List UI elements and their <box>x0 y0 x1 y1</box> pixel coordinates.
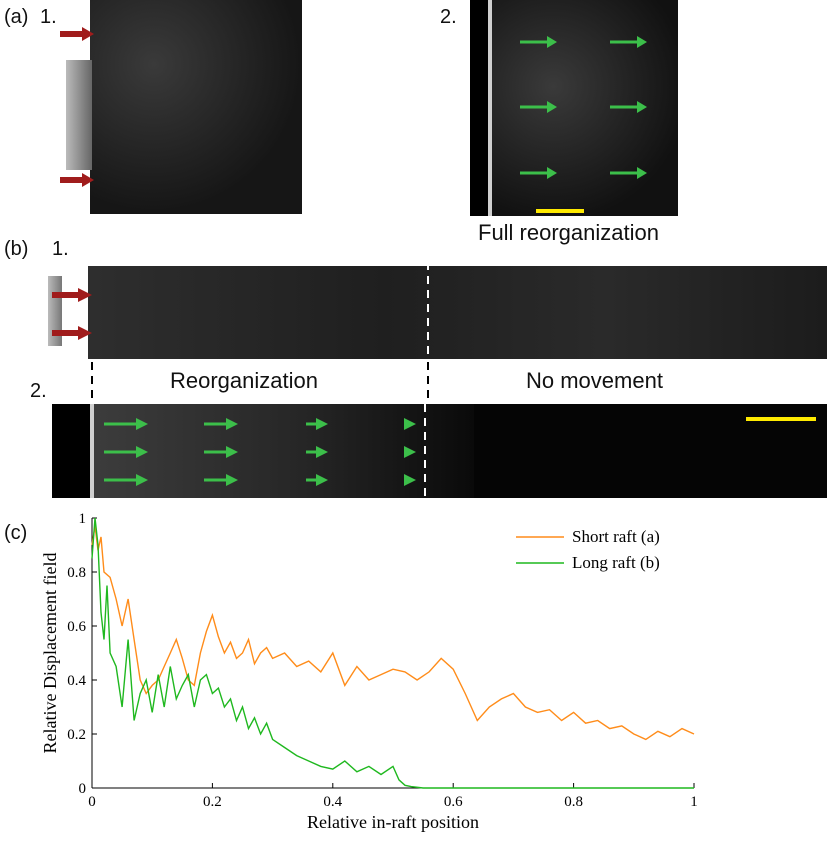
series-line-short-raft <box>91 525 695 741</box>
x-tick-label: 0.4 <box>323 794 342 810</box>
push-arrow-b1-top <box>52 288 92 302</box>
flow-arrows-b2 <box>104 418 416 486</box>
full-reorganization-caption: Full reorganization <box>478 220 659 245</box>
x-tick-label: 0.6 <box>444 794 463 810</box>
x-tick-label: 0.8 <box>564 794 583 810</box>
x-tick-label: 0.2 <box>203 794 222 810</box>
panel-b-label: (b) <box>4 238 29 260</box>
push-arrow-a1-bottom <box>60 173 94 187</box>
y-tick-label: 1 <box>79 511 87 527</box>
scale-bar-b <box>746 417 816 421</box>
y-tick-label: 0.2 <box>67 727 86 743</box>
y-tick-label: 0.6 <box>67 619 86 635</box>
x-axis-label: Relative in-raft position <box>307 812 479 832</box>
panel-a1-label: 1. <box>40 6 57 28</box>
y-tick-label: 0.4 <box>67 673 86 689</box>
legend-entry: Long raft (b) <box>572 553 660 572</box>
scale-bar-a <box>536 209 584 213</box>
long-raft-initial-image <box>48 266 827 359</box>
series-line-long-raft <box>91 517 694 789</box>
x-tick-label: 0 <box>88 794 96 810</box>
flow-arrows-a2 <box>520 36 647 179</box>
panel-b2-label: 2. <box>30 380 47 402</box>
reorganization-region-label: Reorganization <box>170 368 318 393</box>
legend-entry: Short raft (a) <box>572 527 660 546</box>
push-arrow-a1-top <box>60 27 94 41</box>
long-raft-displacement-image <box>52 404 827 498</box>
x-tick-label: 1 <box>690 794 698 810</box>
displacement-chart: 0 0.2 0.4 0.6 0.8 1 0 0.2 0.4 0.6 0.8 1 Relative in-… <box>40 511 698 832</box>
short-raft-initial-image <box>66 0 302 214</box>
panel-a2-label: 2. <box>440 6 457 28</box>
panel-a-label: (a) <box>4 6 29 28</box>
panel-c-label: (c) <box>4 522 28 544</box>
push-arrow-b1-bottom <box>52 326 92 340</box>
y-axis-label: Relative Displacement field <box>40 553 60 754</box>
no-movement-region-label: No movement <box>526 368 663 393</box>
panel-b1-label: 1. <box>52 238 69 260</box>
y-tick-label: 0.8 <box>67 565 86 581</box>
y-tick-label: 0 <box>79 781 87 797</box>
